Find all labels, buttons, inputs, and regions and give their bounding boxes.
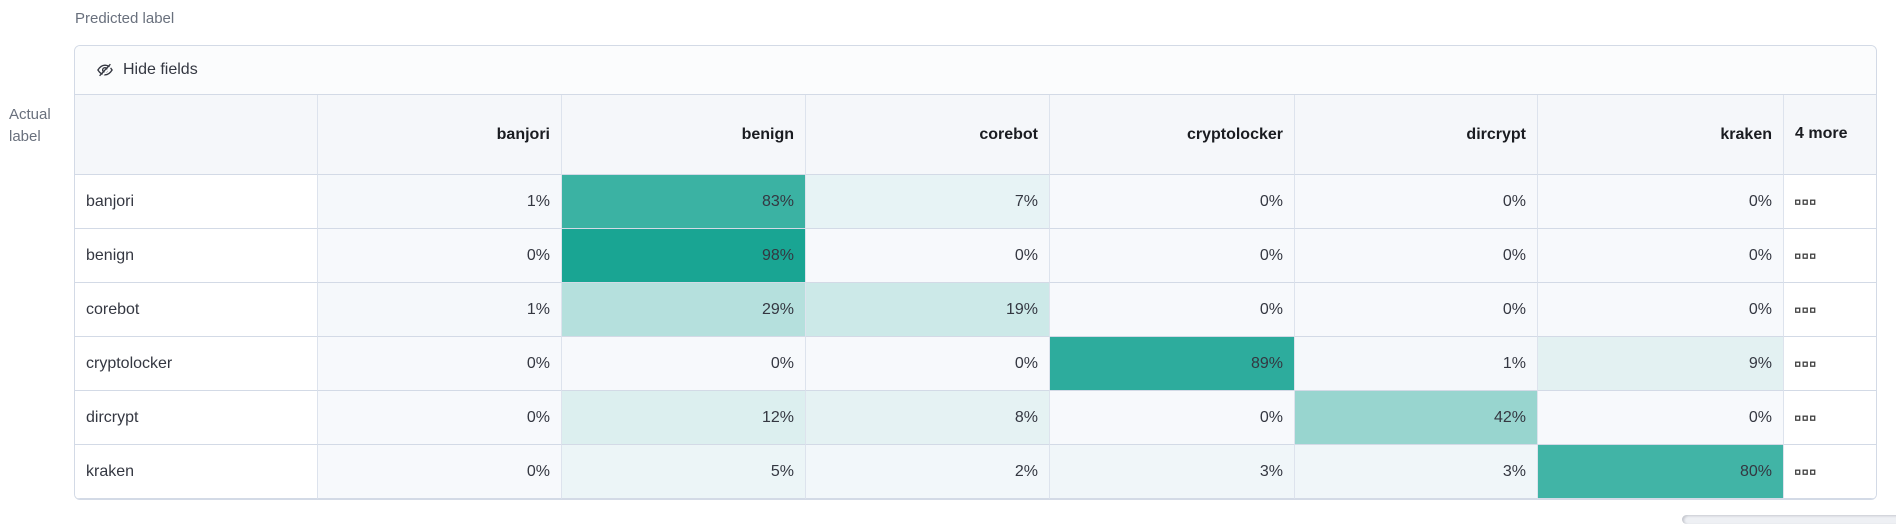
- row-label-cryptolocker[interactable]: cryptolocker: [75, 337, 318, 391]
- row-label-dircrypt[interactable]: dircrypt: [75, 391, 318, 445]
- matrix-cell-benign-kraken[interactable]: 0%: [1538, 229, 1784, 283]
- column-header-dircrypt[interactable]: dircrypt: [1295, 95, 1538, 175]
- matrix-cell-cryptolocker-benign[interactable]: 0%: [562, 337, 806, 391]
- boxes-horizontal-icon: [1795, 247, 1816, 265]
- row-label-corebot[interactable]: corebot: [75, 283, 318, 337]
- boxes-horizontal-icon: [1795, 301, 1816, 319]
- boxes-horizontal-icon: [1795, 409, 1816, 427]
- confusion-matrix-table: banjori benign corebot cryptolocker dircrypt…: [75, 95, 1876, 499]
- matrix-cell-corebot-cryptolocker[interactable]: 0%: [1050, 283, 1295, 337]
- column-header-banjori[interactable]: banjori: [318, 95, 562, 175]
- matrix-cell-corebot-banjori[interactable]: 1%: [318, 283, 562, 337]
- row-label-kraken[interactable]: kraken: [75, 445, 318, 499]
- matrix-cell-corebot-benign[interactable]: 29%: [562, 283, 806, 337]
- more-columns-header[interactable]: 4 more: [1784, 95, 1876, 175]
- matrix-cell-corebot-kraken[interactable]: 0%: [1538, 283, 1784, 337]
- header-corner-cell: [75, 95, 318, 175]
- row-actions-cell[interactable]: [1784, 391, 1876, 445]
- matrix-cell-kraken-dircrypt[interactable]: 3%: [1295, 445, 1538, 499]
- matrix-cell-corebot-corebot[interactable]: 19%: [806, 283, 1050, 337]
- row-actions-cell[interactable]: [1784, 445, 1876, 499]
- matrix-cell-corebot-dircrypt[interactable]: 0%: [1295, 283, 1538, 337]
- matrix-cell-banjori-cryptolocker[interactable]: 0%: [1050, 175, 1295, 229]
- actual-label-axis: Actual label: [9, 106, 51, 145]
- matrix-cell-dircrypt-benign[interactable]: 12%: [562, 391, 806, 445]
- row-actions-cell[interactable]: [1784, 283, 1876, 337]
- data-grid-panel: Hide fields banjori benign corebot cryptolo…: [74, 45, 1877, 500]
- horizontal-scrollbar[interactable]: [1682, 515, 1896, 524]
- column-header-corebot[interactable]: corebot: [806, 95, 1050, 175]
- matrix-cell-kraken-cryptolocker[interactable]: 3%: [1050, 445, 1295, 499]
- matrix-cell-benign-dircrypt[interactable]: 0%: [1295, 229, 1538, 283]
- eye-slash-icon: [96, 61, 114, 79]
- predicted-label-axis: Predicted label: [75, 10, 175, 27]
- boxes-horizontal-icon: [1795, 193, 1816, 211]
- matrix-cell-banjori-kraken[interactable]: 0%: [1538, 175, 1784, 229]
- matrix-cell-cryptolocker-dircrypt[interactable]: 1%: [1295, 337, 1538, 391]
- matrix-cell-kraken-banjori[interactable]: 0%: [318, 445, 562, 499]
- matrix-cell-dircrypt-dircrypt[interactable]: 42%: [1295, 391, 1538, 445]
- matrix-cell-cryptolocker-kraken[interactable]: 9%: [1538, 337, 1784, 391]
- boxes-horizontal-icon: [1795, 355, 1816, 373]
- matrix-cell-dircrypt-cryptolocker[interactable]: 0%: [1050, 391, 1295, 445]
- matrix-cell-dircrypt-banjori[interactable]: 0%: [318, 391, 562, 445]
- matrix-cell-kraken-kraken[interactable]: 80%: [1538, 445, 1784, 499]
- row-actions-cell[interactable]: [1784, 175, 1876, 229]
- boxes-horizontal-icon: [1795, 463, 1816, 481]
- matrix-cell-banjori-banjori[interactable]: 1%: [318, 175, 562, 229]
- matrix-cell-banjori-benign[interactable]: 83%: [562, 175, 806, 229]
- matrix-cell-kraken-corebot[interactable]: 2%: [806, 445, 1050, 499]
- matrix-cell-benign-cryptolocker[interactable]: 0%: [1050, 229, 1295, 283]
- matrix-cell-banjori-corebot[interactable]: 7%: [806, 175, 1050, 229]
- hide-fields-label: Hide fields: [123, 61, 198, 78]
- hide-fields-button[interactable]: Hide fields: [90, 57, 204, 83]
- matrix-cell-banjori-dircrypt[interactable]: 0%: [1295, 175, 1538, 229]
- matrix-cell-benign-banjori[interactable]: 0%: [318, 229, 562, 283]
- matrix-cell-cryptolocker-banjori[interactable]: 0%: [318, 337, 562, 391]
- matrix-cell-kraken-benign[interactable]: 5%: [562, 445, 806, 499]
- column-header-kraken[interactable]: kraken: [1538, 95, 1784, 175]
- row-label-banjori[interactable]: banjori: [75, 175, 318, 229]
- column-header-benign[interactable]: benign: [562, 95, 806, 175]
- matrix-cell-benign-benign[interactable]: 98%: [562, 229, 806, 283]
- row-label-benign[interactable]: benign: [75, 229, 318, 283]
- row-actions-cell[interactable]: [1784, 337, 1876, 391]
- matrix-cell-benign-corebot[interactable]: 0%: [806, 229, 1050, 283]
- matrix-cell-dircrypt-corebot[interactable]: 8%: [806, 391, 1050, 445]
- column-header-cryptolocker[interactable]: cryptolocker: [1050, 95, 1295, 175]
- matrix-cell-dircrypt-kraken[interactable]: 0%: [1538, 391, 1784, 445]
- grid-controls-bar: Hide fields: [75, 46, 1876, 95]
- matrix-cell-cryptolocker-cryptolocker[interactable]: 89%: [1050, 337, 1295, 391]
- row-actions-cell[interactable]: [1784, 229, 1876, 283]
- matrix-cell-cryptolocker-corebot[interactable]: 0%: [806, 337, 1050, 391]
